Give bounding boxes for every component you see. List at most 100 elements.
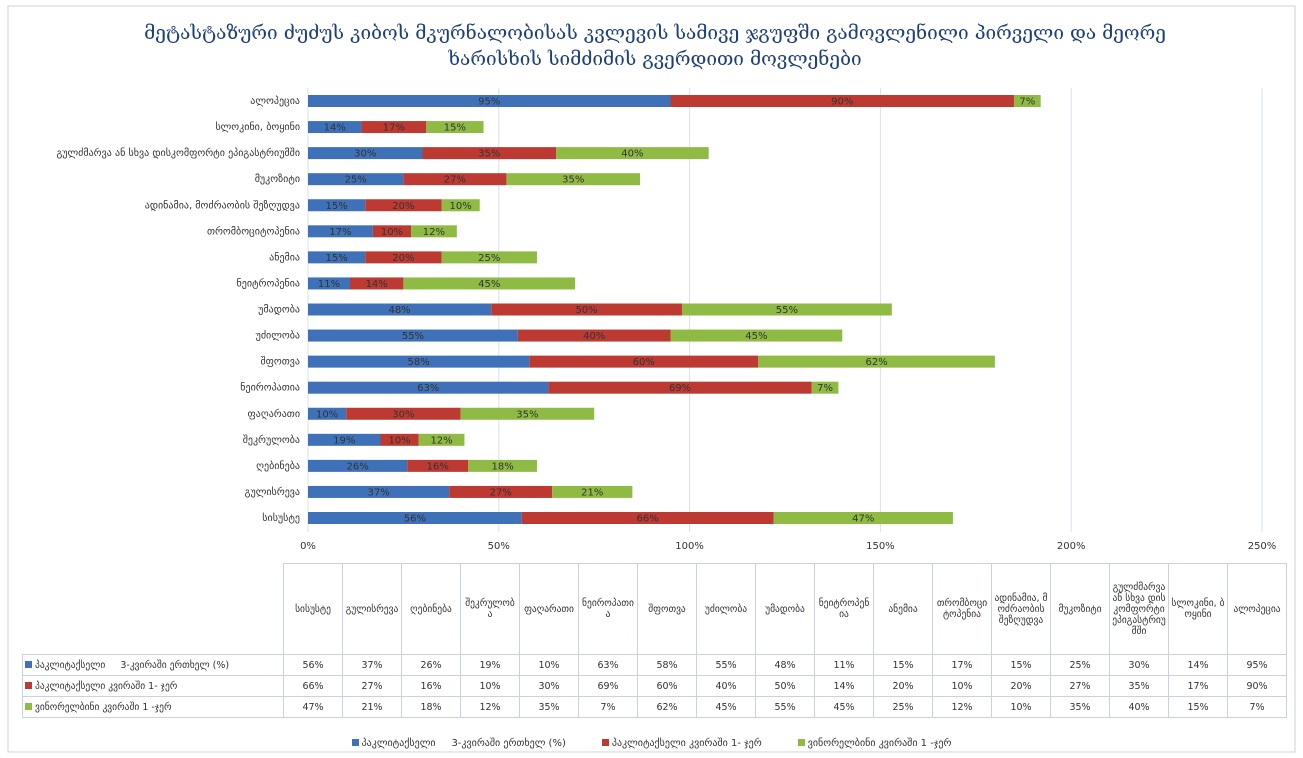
- bar: [506, 173, 640, 186]
- y-tick-label: ნეიროპათია: [240, 382, 300, 394]
- table-cell: 14%: [814, 675, 874, 697]
- bar: [361, 121, 427, 134]
- data-label: 25%: [345, 175, 367, 186]
- bar: [491, 303, 682, 316]
- bar: [346, 407, 461, 420]
- data-label: 48%: [388, 305, 410, 316]
- data-label: 10%: [388, 435, 410, 446]
- data-label: 15%: [326, 201, 348, 212]
- legend-key: [25, 702, 32, 710]
- x-tick-label: 250%: [1248, 541, 1277, 552]
- table-cell: 55%: [696, 654, 756, 676]
- table-cell: 35%: [1109, 675, 1169, 697]
- data-label: 40%: [621, 149, 643, 160]
- table-cell: 20%: [873, 675, 933, 697]
- bar: [552, 485, 633, 498]
- table-cell: 62%: [637, 696, 697, 718]
- table-cell: 21%: [342, 696, 402, 718]
- data-label: 12%: [430, 435, 452, 446]
- bar: [372, 225, 412, 238]
- bar: [308, 485, 450, 498]
- bar: [308, 512, 522, 524]
- table-header: მუკოზიტი: [1050, 563, 1110, 655]
- data-label: 35%: [562, 175, 584, 186]
- data-label: 14%: [366, 279, 388, 290]
- data-label: 16%: [427, 461, 449, 472]
- bar: [403, 173, 507, 186]
- table-header: შფოთვა: [637, 563, 697, 655]
- table-cell: 16%: [401, 675, 461, 697]
- y-tick-label: თრომბოციტოპენია: [207, 225, 300, 237]
- table-cell: 7%: [1227, 696, 1287, 718]
- bar: [1013, 95, 1041, 107]
- y-tick-label: უძილობა: [256, 330, 300, 342]
- x-tick-label: 50%: [488, 541, 510, 552]
- bar: [407, 459, 469, 472]
- legend-label: პაკლიტაქსელი კვირაში 1- ჯერ: [611, 738, 762, 749]
- data-label: 10%: [450, 201, 472, 212]
- bar: [308, 199, 366, 212]
- legend-key: [351, 739, 359, 746]
- legend-item: პაკლიტაქსელი კვირაში 1- ჯერ: [601, 738, 762, 749]
- table-cell: 20%: [991, 675, 1051, 697]
- data-label: 58%: [408, 357, 430, 368]
- table-cell: 19%: [460, 654, 520, 676]
- data-label: 95%: [478, 97, 500, 108]
- y-tick-label: მუკოზიტი: [255, 173, 300, 185]
- table-header-row: სისუსტე გულისრევა ღებინება შეკრულობა ფაღარათ…: [23, 563, 1287, 655]
- data-label: 62%: [865, 357, 887, 368]
- table-series-name: პაკლიტაქსელი კვირაში 1- ჯერ: [22, 675, 284, 697]
- table-header: უმადობა: [755, 563, 815, 655]
- table-corner: [23, 564, 284, 655]
- data-label: 40%: [583, 331, 605, 342]
- table-cell: 40%: [696, 675, 756, 697]
- table-cell: 69%: [578, 675, 638, 697]
- table-cell: 45%: [696, 696, 756, 718]
- data-label: 15%: [326, 253, 348, 264]
- bar: [308, 407, 347, 420]
- table-cell: 14%: [1168, 654, 1228, 676]
- data-label: 10%: [316, 409, 338, 420]
- table-cell: 35%: [1050, 696, 1110, 718]
- table-cell: 25%: [1050, 654, 1110, 676]
- y-tick-label: ადინამია, მოძრაობის შეზღუდვა: [145, 199, 300, 211]
- bar: [426, 121, 484, 134]
- series-name: პაკლიტაქსელი კვირაში 1- ჯერ: [35, 680, 178, 692]
- bar: [349, 277, 404, 290]
- table-row: პაკლიტაქსელი კვირაში 1- ჯერ 66% 27% 16% 10% 3…: [22, 675, 1287, 697]
- bar: [308, 433, 381, 446]
- table-cell: 15%: [991, 654, 1051, 676]
- bar: [548, 381, 812, 394]
- data-label: 7%: [817, 383, 833, 394]
- data-label: 45%: [478, 279, 500, 290]
- bar: [380, 433, 419, 446]
- table-cell: 50%: [755, 675, 815, 697]
- data-label: 26%: [346, 461, 368, 472]
- bar: [308, 303, 492, 316]
- bar: [308, 173, 404, 186]
- bar: [308, 95, 671, 107]
- bar: [468, 459, 537, 472]
- table-row: ვინორელბინი კვირაში 1 -ჯერ 47% 21% 18% 12% 35…: [22, 696, 1287, 718]
- data-label: 30%: [392, 409, 414, 420]
- x-tick-label: 0%: [300, 541, 316, 552]
- table-cell: 30%: [519, 675, 579, 697]
- table-cell: 35%: [519, 696, 579, 718]
- table-cell: 10%: [460, 675, 520, 697]
- x-tick-label: 200%: [1057, 541, 1086, 552]
- table-header: ფაღარათი: [519, 563, 579, 655]
- bar: [308, 329, 518, 342]
- data-label: 12%: [423, 227, 445, 238]
- table-cell: 10%: [519, 654, 579, 676]
- table-cell: 30%: [1109, 654, 1169, 676]
- data-label: 55%: [776, 305, 798, 316]
- bar: [449, 485, 553, 498]
- table-header: ალოპეცია: [1227, 563, 1287, 655]
- y-tick-label: სისუსტე: [262, 512, 300, 524]
- data-label: 17%: [329, 227, 351, 238]
- table-cell: 55%: [755, 696, 815, 718]
- series-name: პაკლიტაქსელი 3-კვირაში ერთხელ (%): [35, 659, 230, 671]
- table-header: ადინამია, მოძრაობის შეზღუდვა: [991, 563, 1051, 655]
- data-label: 50%: [575, 305, 597, 316]
